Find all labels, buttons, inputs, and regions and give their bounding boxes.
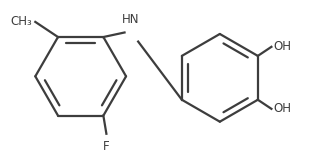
Text: CH₃: CH₃ bbox=[11, 15, 32, 28]
Text: OH: OH bbox=[273, 40, 291, 53]
Text: F: F bbox=[103, 140, 110, 153]
Text: OH: OH bbox=[273, 102, 291, 115]
Text: HN: HN bbox=[122, 13, 139, 26]
